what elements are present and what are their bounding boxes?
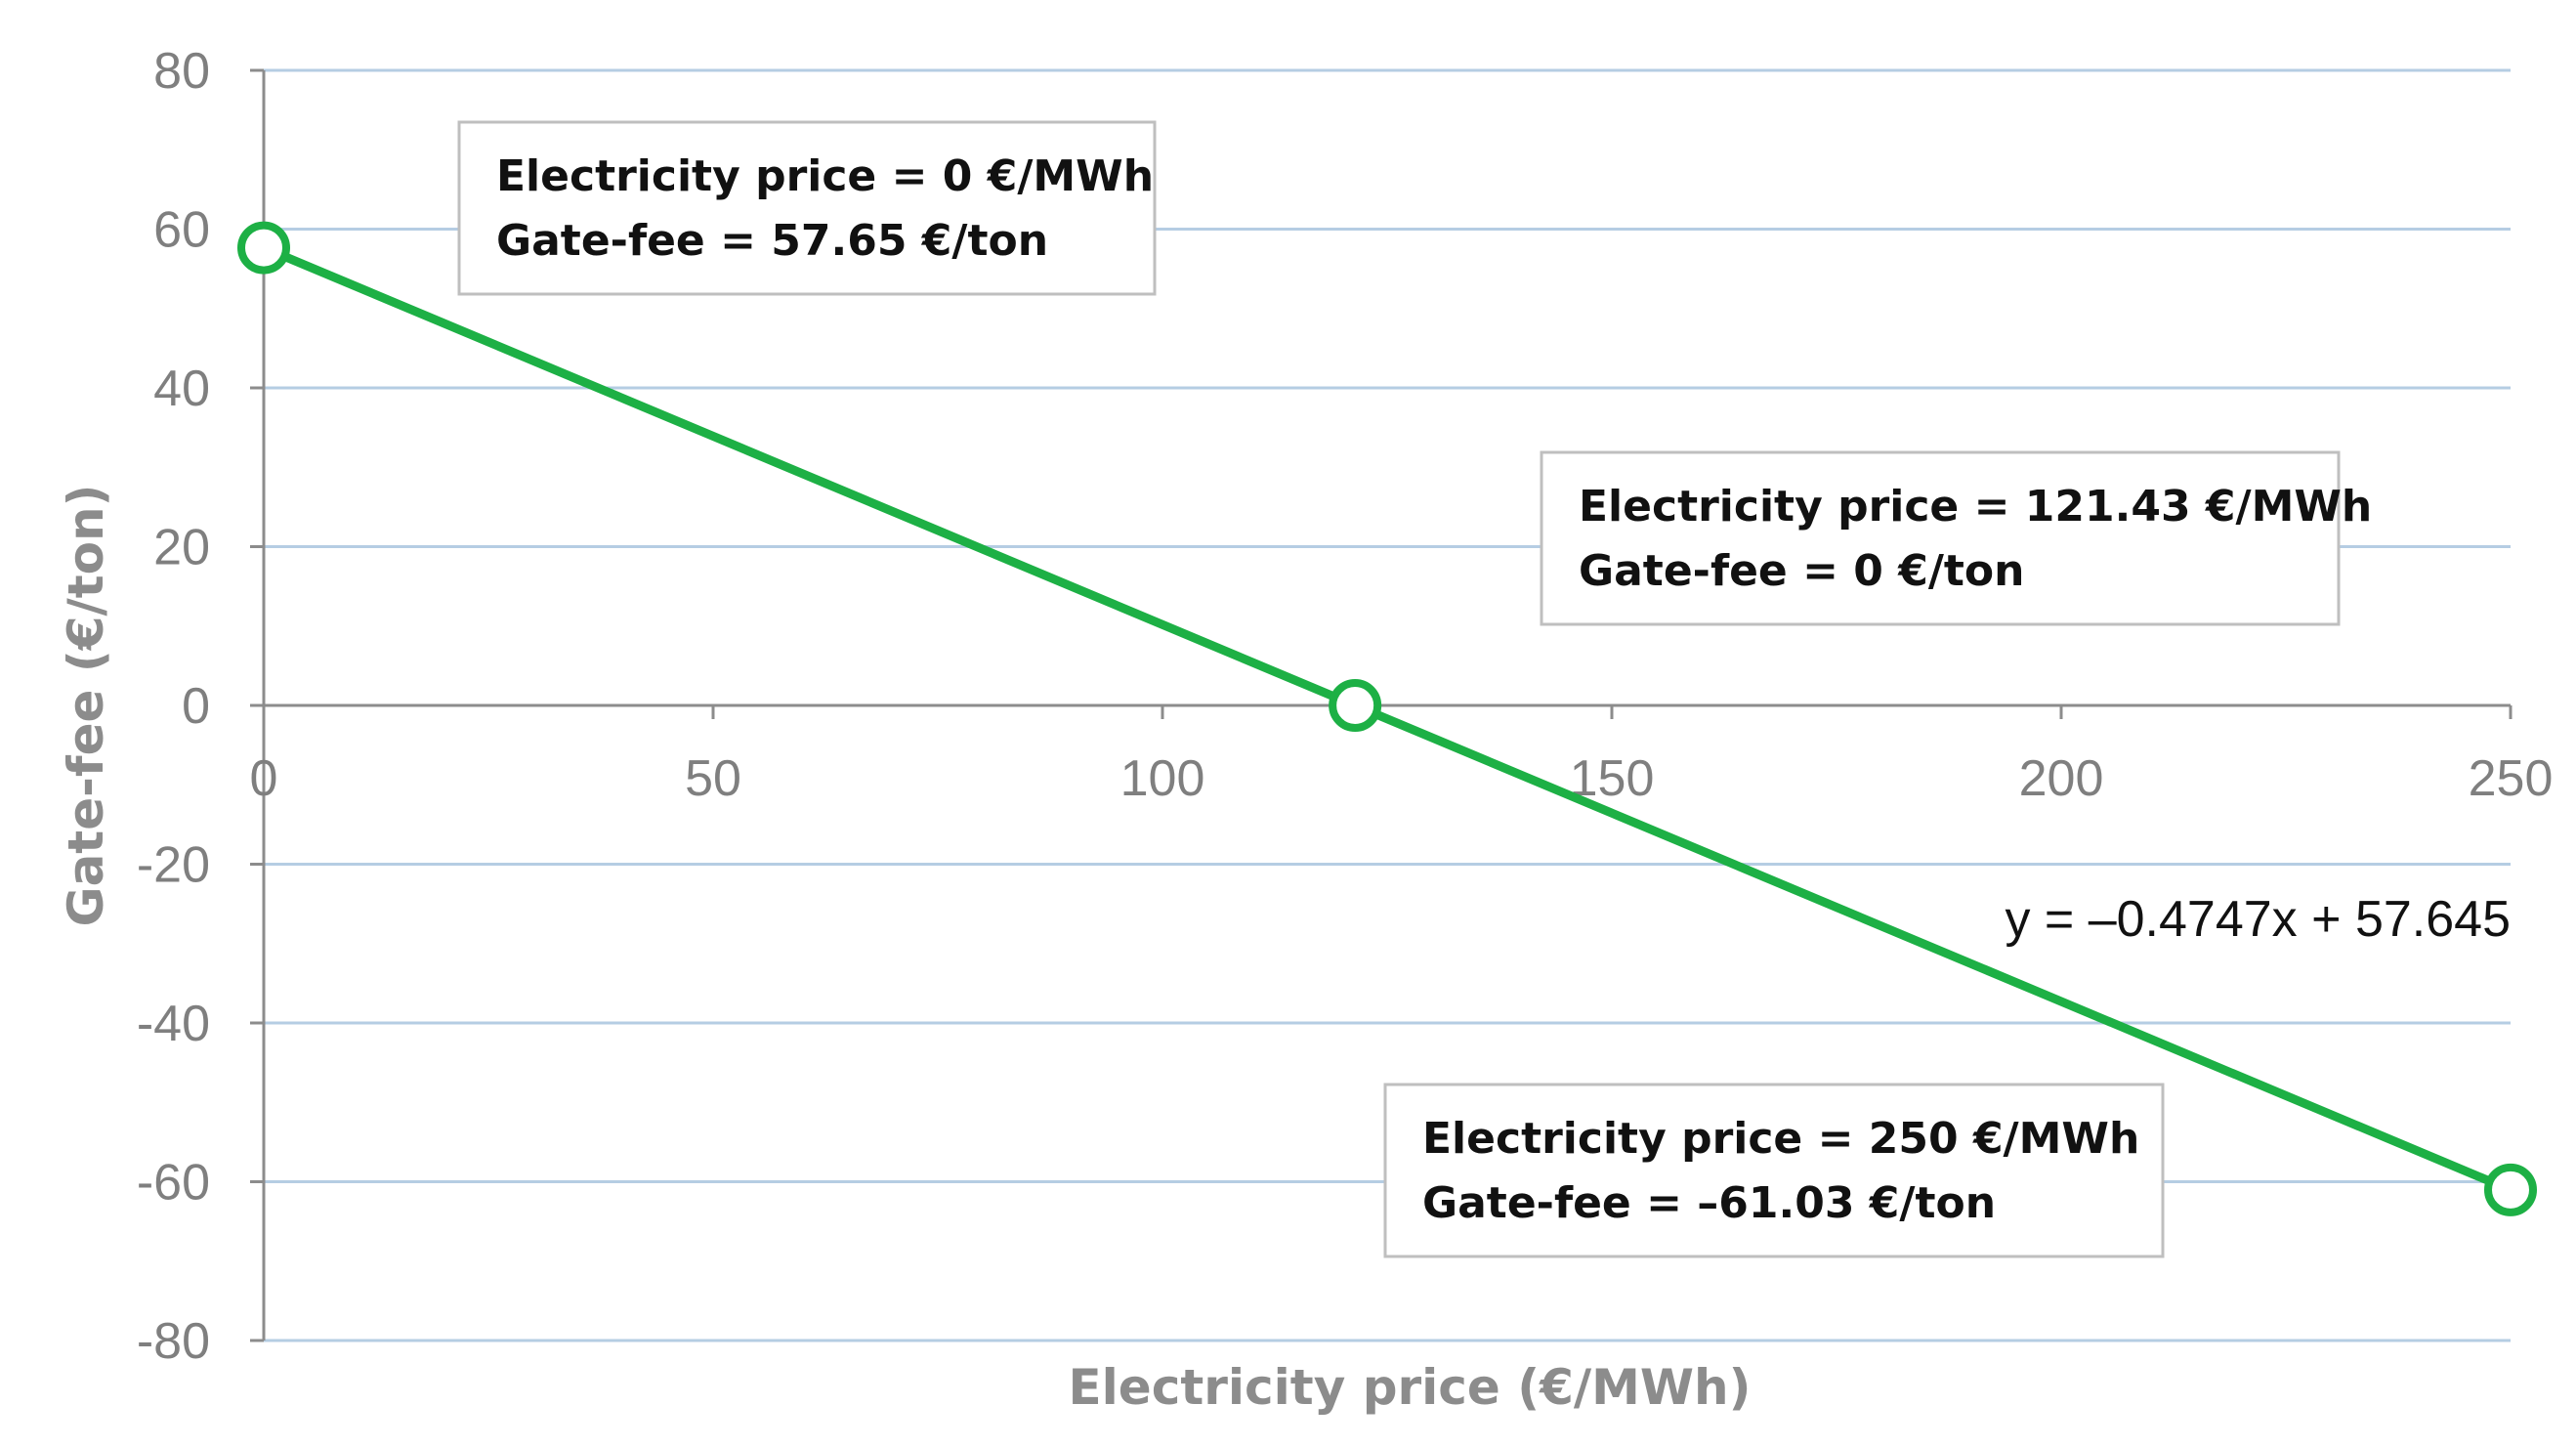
annotation-2-line-1: Electricity price = 121.43 €/MWh <box>1579 482 2372 532</box>
y-axis-title: Gate-fee (€/ton) <box>58 485 114 927</box>
y-tick-label: 80 <box>153 43 210 100</box>
y-tick-label: -60 <box>137 1155 210 1212</box>
annotation-box-2: Electricity price = 121.43 €/MWh Gate-fe… <box>1540 450 2372 626</box>
x-tick-label: 50 <box>685 750 741 807</box>
annotation-1-line-2: Gate-fee = 57.65 €/ton <box>496 216 1048 266</box>
y-tick-label: -80 <box>137 1313 210 1370</box>
y-tick-label: -20 <box>137 837 210 894</box>
x-axis-title: Electricity price (€/MWh) <box>1068 1359 1751 1416</box>
series <box>237 221 2537 1216</box>
annotation-3-line-1: Electricity price = 250 €/MWh <box>1422 1114 2139 1164</box>
annotations: Electricity price = 0 €/MWh Gate-fee = 5… <box>457 120 2372 1258</box>
x-tick-label: 250 <box>2469 750 2554 807</box>
y-tick-label: -40 <box>137 996 210 1052</box>
y-tick-label: 0 <box>182 678 210 735</box>
data-point-marker-2 <box>2484 1163 2537 1216</box>
y-tick-label: 40 <box>153 361 210 417</box>
annotation-1-line-1: Electricity price = 0 €/MWh <box>496 151 1154 201</box>
y-tick-label: 20 <box>153 520 210 576</box>
annotation-2-line-2: Gate-fee = 0 €/ton <box>1579 546 2024 596</box>
x-tick-label: 200 <box>2019 750 2104 807</box>
data-point-marker-1 <box>1329 679 1382 732</box>
trendline-equation: y = –0.4747x + 57.645 <box>2005 891 2511 948</box>
annotation-box-3: Electricity price = 250 €/MWh Gate-fee =… <box>1383 1083 2165 1258</box>
annotation-box-1: Electricity price = 0 €/MWh Gate-fee = 5… <box>457 120 1157 296</box>
axes <box>250 68 2513 1342</box>
y-tick-label: 60 <box>153 202 210 259</box>
annotation-3-line-2: Gate-fee = –61.03 €/ton <box>1422 1178 1996 1228</box>
series-line-0 <box>259 243 2515 1195</box>
x-tick-label: 0 <box>250 750 278 807</box>
data-point-marker-0 <box>237 221 290 275</box>
x-tick-label: 100 <box>1120 750 1205 807</box>
